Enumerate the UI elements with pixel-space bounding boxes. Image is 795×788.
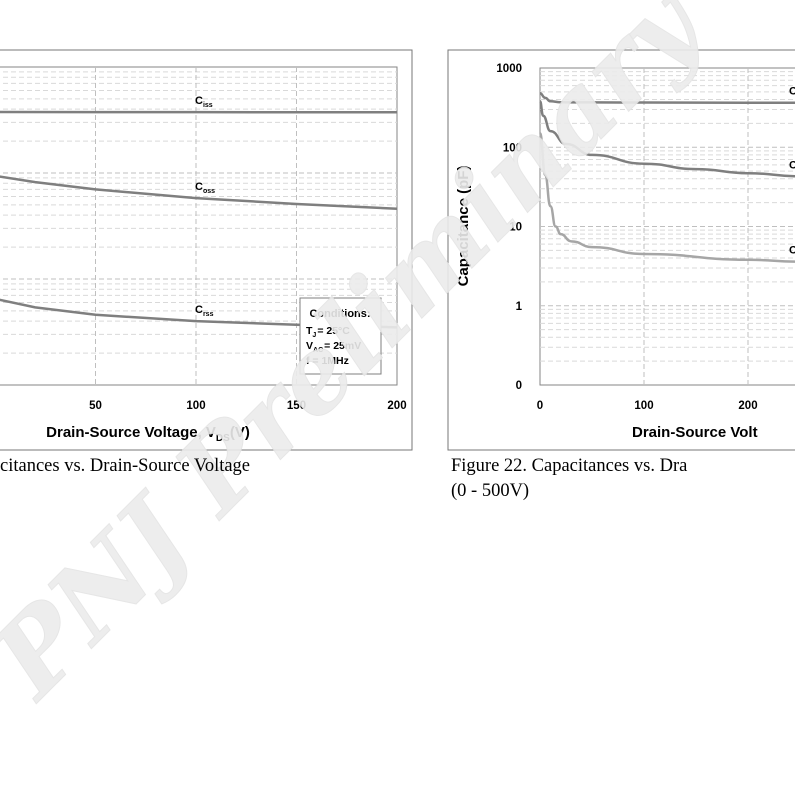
right-curves xyxy=(538,92,795,263)
right-series-labels: C C C xyxy=(789,86,795,257)
right-y-tick-label: 0 xyxy=(516,380,522,392)
left-x-tick-label: 100 xyxy=(186,400,205,412)
right-figure-caption-line1: Figure 22. Capacitances vs. Dra xyxy=(451,456,688,476)
left-chart-frame xyxy=(0,49,413,451)
right-y-tick-label: 1 xyxy=(516,301,523,313)
right-y-tick-label: 10 xyxy=(509,222,522,234)
left-x-tick-labels: 50 100 150 200 xyxy=(89,400,406,412)
left-series-label: Coss xyxy=(195,181,215,195)
right-series-label: C xyxy=(789,86,795,98)
right-y-tick-label: 100 xyxy=(503,142,522,154)
conditions-vac: VAC= 25mV xyxy=(306,340,361,354)
right-x-tick-label: 200 xyxy=(738,400,757,412)
right-series-line xyxy=(538,100,795,178)
right-series-label: C xyxy=(789,159,795,171)
left-series-line xyxy=(0,175,398,210)
right-series-line xyxy=(538,132,795,263)
right-grid xyxy=(540,68,795,385)
left-grid xyxy=(0,67,397,385)
left-x-axis-label: Drain-Source Voltage, VDS(V) xyxy=(46,424,250,444)
left-series-label: Ciss xyxy=(195,95,213,109)
left-series-label: Crss xyxy=(195,304,214,318)
left-figure-caption: citances vs. Drain-Source Voltage xyxy=(0,456,251,476)
right-y-tick-label: 1000 xyxy=(496,63,522,75)
conditions-tj: TJ= 25°C xyxy=(306,325,350,339)
left-series-labels: Ciss Coss Crss xyxy=(195,95,215,318)
left-x-tick-label: 200 xyxy=(387,400,406,412)
conditions-title: Conditions: xyxy=(309,308,370,320)
left-chart: 50 100 150 200 Ciss Coss Crss Conditions: TJ=… xyxy=(0,49,413,451)
right-x-tick-label: 100 xyxy=(634,400,653,412)
conditions-freq: f = 1MHz xyxy=(306,355,349,367)
right-series-line xyxy=(539,92,795,104)
right-y-axis-label: Capacitance (pF) xyxy=(455,166,472,287)
conditions-legend: Conditions: TJ= 25°C VAC= 25mV f = 1MHz xyxy=(299,297,382,375)
right-figure-caption-line2: (0 - 500V) xyxy=(451,481,530,501)
right-x-tick-labels: 0 100 200 xyxy=(537,400,758,412)
right-x-axis-label: Drain-Source Volt xyxy=(632,424,758,441)
right-x-tick-label: 0 xyxy=(537,400,543,412)
right-series-label: C xyxy=(789,245,795,257)
left-x-tick-label: 50 xyxy=(89,400,102,412)
conditions-box xyxy=(299,297,382,375)
left-x-tick-label: 150 xyxy=(287,400,306,412)
